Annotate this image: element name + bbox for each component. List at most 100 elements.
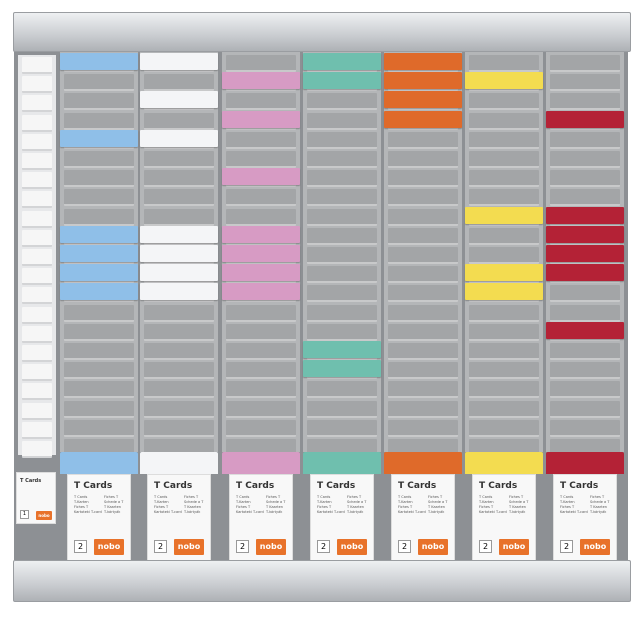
card-slot[interactable] — [64, 189, 134, 207]
t-card[interactable] — [140, 225, 218, 243]
card-slot[interactable] — [388, 419, 458, 437]
t-card[interactable] — [140, 245, 218, 262]
card-slot[interactable] — [307, 323, 377, 341]
card-slot[interactable] — [307, 419, 377, 437]
card-slot[interactable] — [550, 400, 620, 418]
card-slot[interactable] — [388, 381, 458, 399]
card-slot[interactable] — [307, 208, 377, 226]
card-slot[interactable] — [388, 247, 458, 264]
card-slot[interactable] — [307, 170, 377, 188]
card-slot[interactable] — [388, 151, 458, 168]
t-card[interactable] — [546, 206, 624, 224]
card-slot[interactable] — [469, 400, 539, 418]
card-slot[interactable] — [550, 131, 620, 149]
card-slot[interactable] — [144, 362, 214, 380]
card-slot[interactable] — [307, 381, 377, 399]
t-card[interactable] — [384, 110, 462, 128]
card-slot[interactable] — [226, 419, 296, 437]
card-slot[interactable] — [64, 343, 134, 360]
card-slot[interactable] — [64, 208, 134, 226]
t-card[interactable] — [60, 264, 138, 282]
card-slot[interactable] — [64, 93, 134, 111]
card-slot[interactable] — [469, 170, 539, 188]
t-card[interactable] — [222, 225, 300, 243]
card-slot[interactable] — [469, 323, 539, 341]
card-slot[interactable] — [226, 343, 296, 360]
card-slot[interactable] — [144, 419, 214, 437]
t-card[interactable] — [303, 72, 381, 90]
card-slot[interactable] — [226, 208, 296, 226]
t-card[interactable] — [222, 72, 300, 90]
card-slot[interactable] — [307, 131, 377, 149]
card-slot[interactable] — [469, 362, 539, 380]
card-slot[interactable] — [469, 381, 539, 399]
card-slot[interactable] — [64, 151, 134, 168]
card-slot[interactable] — [64, 419, 134, 437]
card-slot[interactable] — [550, 170, 620, 188]
card-slot[interactable] — [550, 93, 620, 111]
card-slot[interactable] — [550, 285, 620, 303]
t-card[interactable] — [546, 245, 624, 262]
card-slot[interactable] — [144, 170, 214, 188]
card-slot[interactable] — [388, 323, 458, 341]
t-card[interactable] — [140, 129, 218, 147]
card-slot[interactable] — [144, 381, 214, 399]
card-slot[interactable] — [469, 227, 539, 245]
card-slot[interactable] — [388, 227, 458, 245]
card-slot[interactable] — [550, 381, 620, 399]
t-card[interactable] — [384, 53, 462, 70]
card-slot[interactable] — [307, 285, 377, 303]
t-card[interactable] — [60, 283, 138, 301]
card-slot[interactable] — [550, 343, 620, 360]
card-slot[interactable] — [64, 74, 134, 92]
card-slot[interactable] — [226, 131, 296, 149]
card-slot[interactable] — [388, 131, 458, 149]
card-slot[interactable] — [307, 112, 377, 130]
card-slot[interactable] — [226, 189, 296, 207]
t-card[interactable] — [384, 91, 462, 109]
card-slot[interactable] — [388, 189, 458, 207]
card-slot[interactable] — [469, 112, 539, 130]
t-card[interactable] — [465, 72, 543, 90]
card-slot[interactable] — [64, 400, 134, 418]
card-slot[interactable] — [144, 343, 214, 360]
card-slot[interactable] — [388, 266, 458, 284]
card-slot[interactable] — [307, 151, 377, 168]
card-slot[interactable] — [307, 93, 377, 111]
card-slot[interactable] — [226, 55, 296, 72]
t-card[interactable] — [546, 264, 624, 282]
card-slot[interactable] — [550, 189, 620, 207]
t-card[interactable] — [303, 53, 381, 70]
card-slot[interactable] — [226, 362, 296, 380]
t-card[interactable] — [546, 225, 624, 243]
t-card[interactable] — [465, 264, 543, 282]
t-card[interactable] — [222, 283, 300, 301]
card-slot[interactable] — [307, 400, 377, 418]
card-slot[interactable] — [64, 170, 134, 188]
card-slot[interactable] — [469, 304, 539, 322]
t-card[interactable] — [465, 206, 543, 224]
card-slot[interactable] — [388, 400, 458, 418]
t-card[interactable] — [546, 321, 624, 339]
t-card[interactable] — [140, 91, 218, 109]
card-slot[interactable] — [64, 112, 134, 130]
card-slot[interactable] — [388, 304, 458, 322]
t-card[interactable] — [60, 53, 138, 70]
t-card[interactable] — [546, 110, 624, 128]
t-card[interactable] — [465, 283, 543, 301]
card-slot[interactable] — [469, 343, 539, 360]
t-card[interactable] — [303, 341, 381, 358]
card-slot[interactable] — [469, 247, 539, 264]
card-slot[interactable] — [388, 285, 458, 303]
t-card[interactable] — [222, 245, 300, 262]
card-slot[interactable] — [307, 304, 377, 322]
card-slot[interactable] — [144, 304, 214, 322]
card-slot[interactable] — [550, 151, 620, 168]
t-card[interactable] — [303, 360, 381, 378]
card-slot[interactable] — [64, 381, 134, 399]
t-card[interactable] — [140, 283, 218, 301]
card-slot[interactable] — [469, 55, 539, 72]
card-slot[interactable] — [226, 151, 296, 168]
card-slot[interactable] — [550, 362, 620, 380]
t-card[interactable] — [222, 110, 300, 128]
